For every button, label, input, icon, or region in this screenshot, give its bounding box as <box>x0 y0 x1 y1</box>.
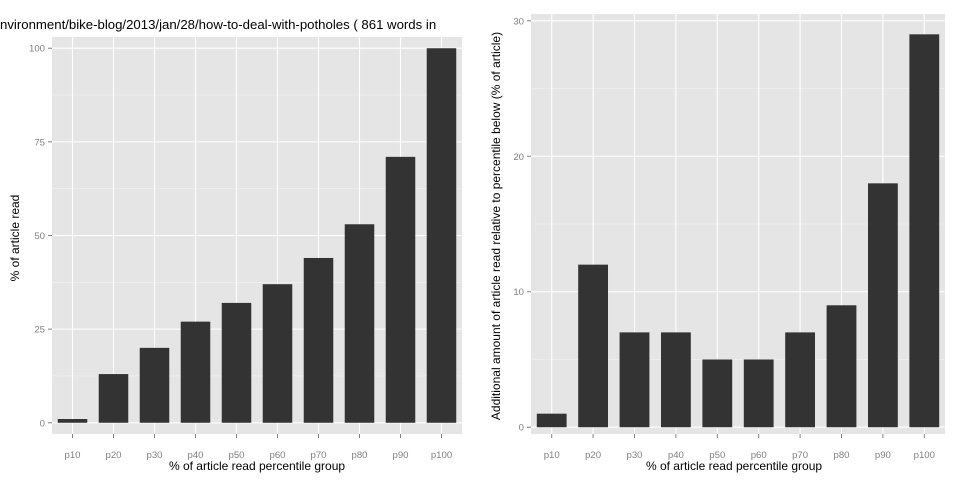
left-chart-bar-p20 <box>98 374 129 423</box>
right-chart-bar-p40 <box>660 332 691 428</box>
left-chart-bar-p10 <box>57 419 88 423</box>
left-chart-x-tick-label: p60 <box>269 450 285 461</box>
right-chart-x-tick-label: p70 <box>792 450 808 461</box>
right-chart-bar-p10 <box>536 413 567 428</box>
right-chart-x-tick-label: p100 <box>914 450 935 461</box>
left-chart-x-tick-label: p50 <box>228 450 244 461</box>
left-chart-bar-p30 <box>139 347 170 423</box>
left-chart: nvironment/bike-blog/2013/jan/28/how-to-… <box>0 17 462 473</box>
right-chart-bar-p100 <box>909 34 940 428</box>
right-chart-y-tick-label: 0 <box>519 423 524 434</box>
left-chart-x-tick-label: p30 <box>146 450 162 461</box>
right-chart-bar-p70 <box>785 332 816 428</box>
left-chart-y-tick-label: 100 <box>29 44 45 55</box>
left-chart-y-tick-label: 75 <box>34 137 45 148</box>
left-chart-x-tick-label: p10 <box>64 450 80 461</box>
right-chart-bar-p60 <box>743 359 774 428</box>
right-chart-y-tick-label: 30 <box>513 16 524 27</box>
left-chart-x-tick-label: p20 <box>105 450 121 461</box>
left-chart-y-tick-label: 0 <box>40 418 45 429</box>
right-chart-bar-p90 <box>867 183 898 428</box>
left-chart-bar-p90 <box>385 156 416 423</box>
left-chart-y-tick-label: 25 <box>34 325 45 336</box>
left-chart-x-tick-label: p40 <box>187 450 203 461</box>
left-chart-bar-p50 <box>221 302 252 423</box>
left-chart-y-tick-label: 50 <box>34 231 45 242</box>
left-chart-bar-p80 <box>344 224 375 423</box>
right-chart-bar-p50 <box>702 359 733 428</box>
right-chart-y-tick-label: 10 <box>513 287 524 298</box>
right-chart-x-tick-label: p10 <box>544 450 560 461</box>
right-chart-bar-p30 <box>619 332 650 428</box>
left-chart-bar-p60 <box>262 284 293 423</box>
right-chart-x-axis-label: % of article read percentile group <box>646 459 822 473</box>
right-chart-x-tick-label: p50 <box>709 450 725 461</box>
right-chart-x-tick-label: p30 <box>626 450 642 461</box>
right-chart-x-tick-label: p90 <box>875 450 891 461</box>
left-chart-x-tick-label: p90 <box>392 450 408 461</box>
right-chart-x-tick-label: p60 <box>751 450 767 461</box>
left-chart-bar-p70 <box>303 257 334 423</box>
right-chart-x-tick-label: p40 <box>668 450 684 461</box>
right-chart-x-tick-label: p20 <box>585 450 601 461</box>
left-chart-x-tick-label: p100 <box>431 450 452 461</box>
right-chart-bar-p80 <box>826 305 857 428</box>
left-chart-bar-p100 <box>426 48 457 423</box>
left-chart-bar-p40 <box>180 321 211 423</box>
right-chart: Additional amount of article read relati… <box>489 14 945 473</box>
left-chart-y-axis-label: % of article read <box>8 195 22 282</box>
left-chart-title: nvironment/bike-blog/2013/jan/28/how-to-… <box>0 17 436 32</box>
left-chart-x-tick-label: p70 <box>310 450 326 461</box>
right-chart-y-axis-label: Additional amount of article read relati… <box>489 32 503 420</box>
left-chart-x-axis-label: % of article read percentile group <box>169 459 345 473</box>
right-chart-x-tick-label: p80 <box>833 450 849 461</box>
left-chart-x-tick-label: p80 <box>351 450 367 461</box>
right-chart-y-tick-label: 20 <box>513 152 524 163</box>
right-chart-bar-p20 <box>578 264 609 428</box>
